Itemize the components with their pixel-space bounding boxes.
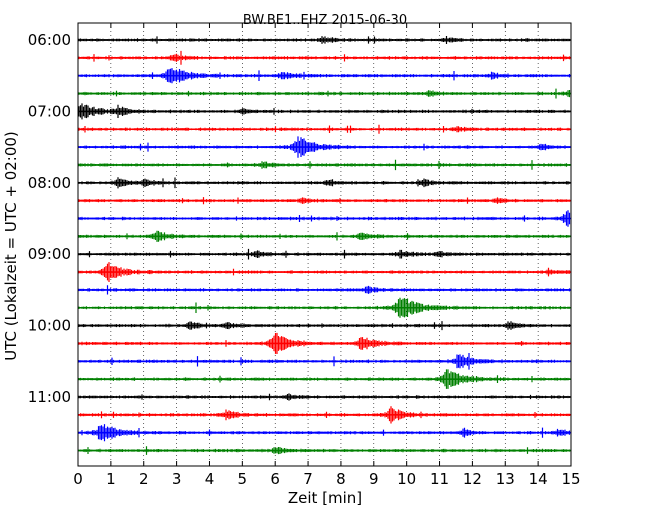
y-tick-label: 11:00 [28, 388, 71, 406]
x-axis-label: Zeit [min] [288, 489, 362, 507]
x-tick-label: 0 [73, 470, 83, 488]
x-axis-ticks: 0 1 2 3 4 5 6 7 8 9 10 11 12 13 14 15 [73, 23, 581, 488]
y-tick-label: 08:00 [28, 174, 71, 192]
y-axis-ticks: 06:00 07:00 08:00 09:00 10:00 11:00 [28, 31, 571, 406]
x-tick-label: 1 [106, 470, 116, 488]
x-tick-label: 4 [205, 470, 215, 488]
y-tick-label: 06:00 [28, 31, 71, 49]
x-tick-label: 15 [561, 470, 580, 488]
x-tick-label: 11 [430, 470, 449, 488]
x-tick-label: 5 [238, 470, 248, 488]
chart-title: BW.BE1..EHZ 2015-06-30 [243, 13, 407, 28]
x-tick-label: 7 [303, 470, 313, 488]
x-tick-label: 2 [139, 470, 149, 488]
y-tick-label: 09:00 [28, 245, 71, 263]
x-tick-label: 3 [172, 470, 182, 488]
y-tick-label: 07:00 [28, 102, 71, 120]
seismic-traces [78, 36, 571, 455]
y-tick-label: 10:00 [28, 317, 71, 335]
y-axis-label: UTC (Lokalzeit = UTC + 02:00) [2, 131, 20, 361]
x-tick-label: 14 [529, 470, 548, 488]
vertical-grid [110, 23, 539, 466]
plot-frame [77, 22, 572, 467]
x-tick-label: 6 [270, 470, 280, 488]
x-tick-label: 13 [496, 470, 515, 488]
x-tick-label: 8 [336, 470, 346, 488]
x-tick-label: 10 [397, 470, 416, 488]
x-tick-label: 9 [369, 470, 379, 488]
x-tick-label: 12 [463, 470, 482, 488]
